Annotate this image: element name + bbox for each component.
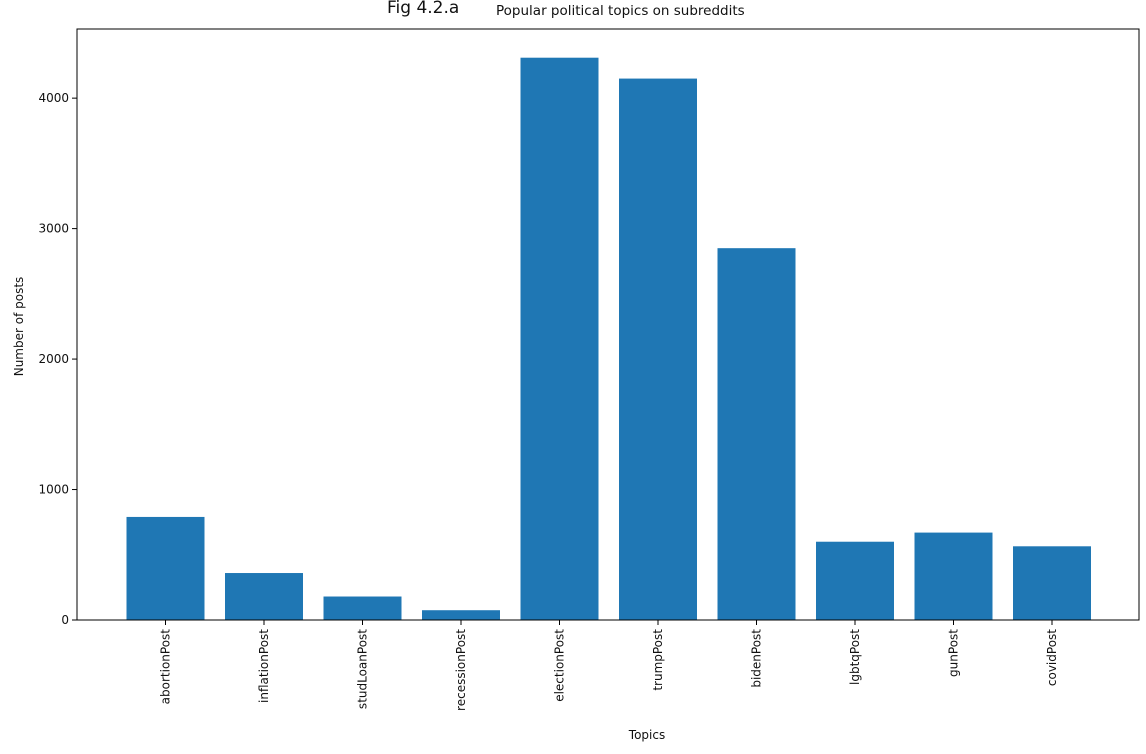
x-tick-label: covidPost xyxy=(1045,629,1059,686)
figure-label: Fig 4.2.a xyxy=(387,0,460,18)
x-tick-label: gunPost xyxy=(947,629,961,677)
x-tick-label: electionPost xyxy=(553,629,567,702)
y-tick-label: 4000 xyxy=(38,91,69,105)
plot-area-frame xyxy=(76,28,1140,621)
y-tick-label: 0 xyxy=(61,613,69,627)
x-tick-label: bidenPost xyxy=(750,629,764,688)
y-tick-label: 3000 xyxy=(38,222,69,236)
y-tick-label: 2000 xyxy=(38,352,69,366)
y-axis-label: Number of posts xyxy=(12,277,26,377)
bar-trumpPost xyxy=(619,78,697,620)
x-axis-ticks: abortionPost inflationPost studLoanPost rec… xyxy=(159,620,1059,711)
chart-title: Popular political topics on subreddits xyxy=(496,3,745,19)
bar-inflationPost xyxy=(225,573,303,620)
bar-studLoanPost xyxy=(323,596,402,620)
bar-recessionPost xyxy=(422,610,500,620)
y-tick-label: 1000 xyxy=(38,483,69,497)
x-tick-label: abortionPost xyxy=(159,629,173,705)
bars-group xyxy=(126,57,1091,621)
bar-bidenPost xyxy=(717,248,796,620)
y-axis-ticks: 0 1000 2000 3000 4000 xyxy=(38,91,77,627)
x-tick-label: inflationPost xyxy=(257,629,271,703)
bar-lgbtqPost xyxy=(816,541,894,620)
bar-abortionPost xyxy=(126,516,205,620)
bar-gunPost xyxy=(914,532,993,620)
bar-covidPost xyxy=(1013,546,1091,620)
x-tick-label: trumpPost xyxy=(651,629,665,691)
x-tick-label: studLoanPost xyxy=(356,629,370,709)
x-tick-label: recessionPost xyxy=(454,629,468,711)
x-axis-label: Topics xyxy=(628,728,665,742)
bar-electionPost xyxy=(520,57,599,621)
x-tick-label: lgbtqPost xyxy=(848,629,862,685)
